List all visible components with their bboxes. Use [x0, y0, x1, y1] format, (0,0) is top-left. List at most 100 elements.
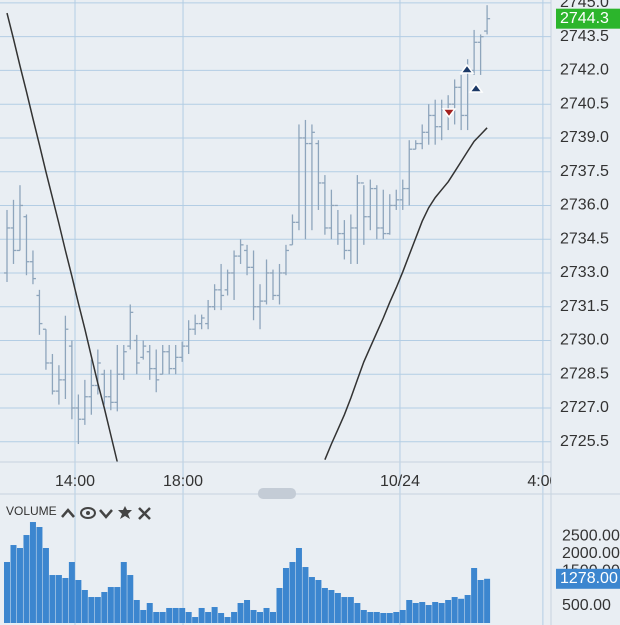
- volume-bar: [10, 545, 17, 623]
- volume-bar: [360, 609, 367, 623]
- volume-bar: [244, 599, 251, 623]
- x-axis: 14:00 18:00 10/24 4:00: [55, 473, 558, 490]
- last-price-tag: [556, 8, 620, 29]
- volume-bar: [438, 603, 445, 623]
- moving-average: [6, 12, 488, 462]
- collapse-icon[interactable]: [61, 508, 75, 518]
- last-volume-tag: [556, 568, 620, 589]
- visibility-icon[interactable]: [80, 507, 96, 519]
- panel-resize-handle[interactable]: [258, 488, 296, 499]
- volume-bar: [133, 599, 140, 623]
- volume-bar: [412, 603, 419, 623]
- x-tick-label: 14:00: [55, 473, 95, 490]
- volume-bar: [114, 587, 121, 623]
- volume-bar: [419, 602, 426, 623]
- volume-bar: [88, 597, 95, 623]
- volume-bar: [81, 589, 88, 623]
- volume-bar: [94, 597, 101, 623]
- volume-bar: [328, 589, 335, 623]
- volume-bar: [237, 603, 244, 623]
- volume-bar: [380, 613, 387, 623]
- y-tick-label: 2740.5: [560, 95, 609, 112]
- volume-bar: [315, 579, 322, 623]
- volume-bar: [367, 611, 374, 623]
- expand-icon[interactable]: [99, 509, 113, 519]
- y-tick-label: 500.00: [562, 597, 611, 614]
- x-tick-label: 18:00: [163, 473, 203, 490]
- x-tick-label: 10/24: [380, 473, 420, 490]
- y-tick-label: 2739.0: [560, 129, 609, 146]
- volume-bar: [172, 607, 179, 623]
- volume-bar: [347, 597, 354, 623]
- volume-bar: [231, 611, 238, 623]
- y-tick-label: 2725.5: [560, 433, 609, 450]
- volume-bar: [179, 607, 186, 623]
- volume-bar: [270, 611, 277, 623]
- y-tick-label: 2500.00: [562, 528, 620, 545]
- volume-bar: [477, 579, 484, 623]
- volume-bar: [101, 592, 108, 623]
- volume-bar: [393, 611, 400, 623]
- volume-bar: [458, 598, 465, 623]
- volume-bar: [107, 587, 114, 623]
- price-bars: [4, 5, 491, 462]
- volume-bar: [282, 567, 289, 623]
- y-tick-label: 2742.0: [560, 62, 609, 79]
- volume-bar: [425, 605, 432, 623]
- y-tick-label: 2734.5: [560, 230, 609, 247]
- y-tick-label: 2745.0: [560, 0, 609, 11]
- volume-bar: [276, 587, 283, 623]
- volume-bar: [484, 578, 491, 623]
- volume-bar: [464, 595, 471, 623]
- volume-bar: [302, 567, 309, 623]
- y-tick-label: 2736.0: [560, 197, 609, 214]
- volume-bar: [451, 597, 458, 623]
- close-icon[interactable]: [138, 507, 151, 520]
- volume-bar: [146, 603, 153, 623]
- volume-bar: [29, 522, 36, 623]
- buy-signal: [468, 82, 484, 93]
- y-tick-label: 2730.0: [560, 332, 609, 349]
- volume-bar: [75, 579, 82, 623]
- volume-bar: [399, 609, 406, 623]
- volume-bar: [36, 527, 43, 623]
- volume-bar: [23, 535, 30, 623]
- volume-bar: [295, 547, 302, 623]
- volume-bar: [250, 609, 257, 623]
- y-tick-label: 2000.00: [562, 545, 620, 562]
- settings-icon[interactable]: [118, 506, 132, 519]
- volume-bar: [192, 617, 199, 623]
- y-tick-label: 2731.5: [560, 298, 609, 315]
- last-volume-label: 1278.00: [560, 570, 618, 587]
- volume-bar: [16, 547, 23, 623]
- axis-layer: 2745.0 2743.5 2742.0 2740.5 2739.0 2737.5 2736…: [55, 0, 620, 614]
- buy-signal: [459, 63, 475, 74]
- volume-bar: [185, 611, 192, 623]
- mark-layer: [4, 5, 491, 623]
- volume-bar: [55, 575, 62, 623]
- volume-bar: [386, 613, 393, 623]
- volume-bar: [140, 609, 147, 623]
- volume-bar: [62, 577, 69, 623]
- y-tick-label: 2728.5: [560, 365, 609, 382]
- volume-bar: [321, 587, 328, 623]
- volume-bar: [445, 599, 452, 623]
- y-tick-label: 2727.0: [560, 399, 609, 416]
- volume-bar: [127, 575, 134, 623]
- volume-bar: [159, 611, 166, 623]
- volume-bar: [218, 613, 225, 623]
- volume-bar: [263, 607, 270, 623]
- y-tick-label: 2743.5: [560, 28, 609, 45]
- volume-bar: [354, 603, 361, 623]
- sell-signal: [441, 108, 457, 119]
- volume-bar: [341, 597, 348, 623]
- volume-bar: [308, 577, 315, 623]
- volume-bar: [334, 593, 341, 623]
- x-tick-label: 4:00: [527, 473, 558, 490]
- volume-bar: [257, 611, 264, 623]
- volume-bar: [4, 562, 11, 623]
- volume-bar: [68, 562, 75, 623]
- volume-bar: [205, 611, 212, 623]
- volume-bar: [120, 562, 127, 623]
